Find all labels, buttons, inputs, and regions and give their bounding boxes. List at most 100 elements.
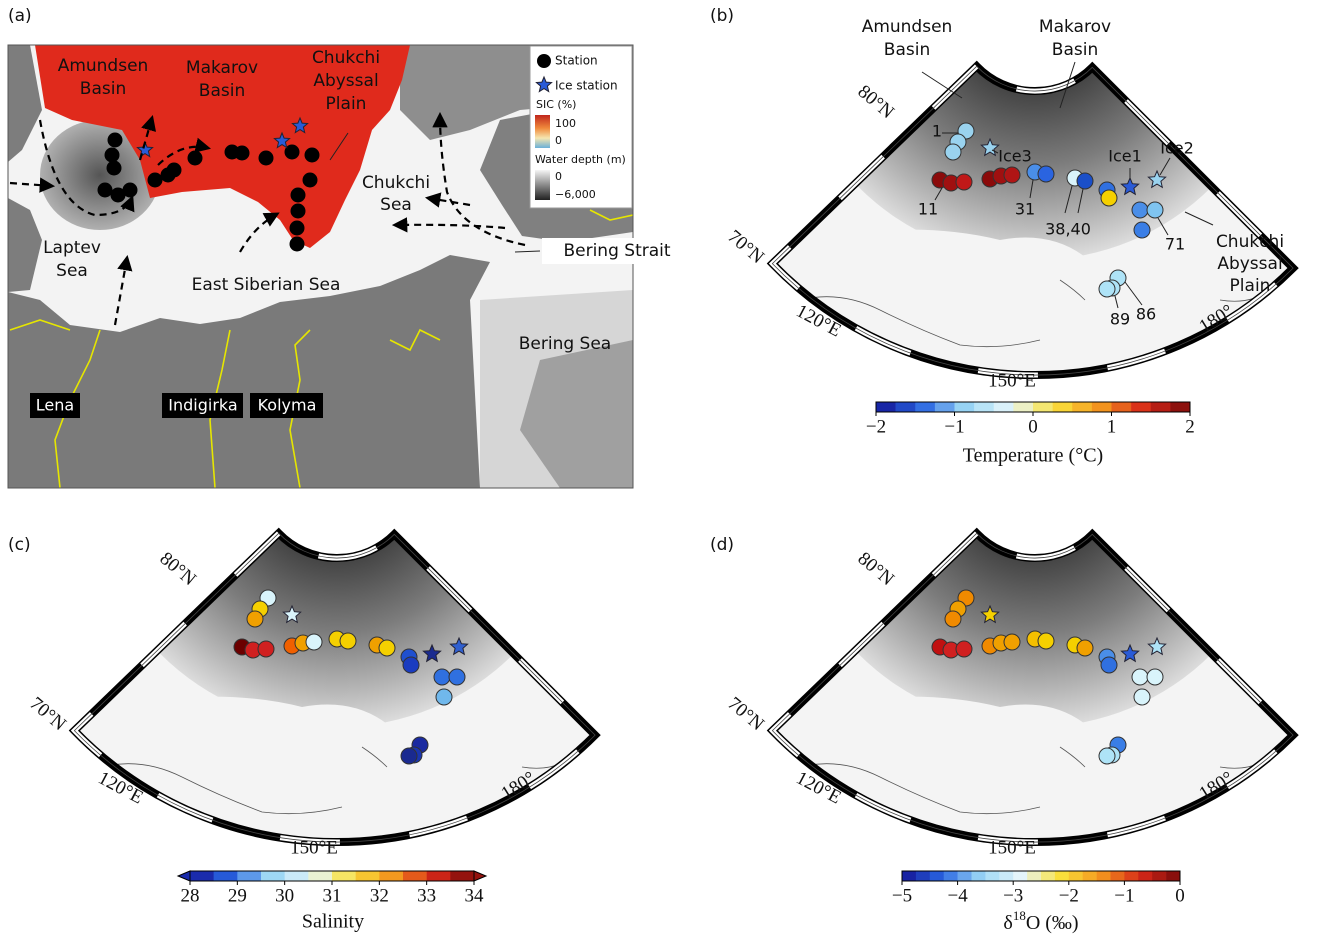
place-name: Bering Sea — [519, 334, 611, 354]
station-label: 71 — [1165, 235, 1185, 254]
sic-colorbar — [535, 115, 550, 148]
place-name: Amundsen — [58, 56, 149, 76]
station — [340, 633, 356, 649]
station — [259, 151, 274, 166]
place-name: Basin — [80, 79, 126, 99]
station — [291, 204, 306, 219]
lat-label: 70°N — [724, 226, 769, 268]
colorbar-cell — [994, 402, 1014, 412]
panel-label: (c) — [8, 535, 31, 555]
legend-title: Water depth (m) — [535, 153, 626, 166]
title-part: δ — [1003, 912, 1012, 934]
station — [188, 151, 203, 166]
station-label: 31 — [1015, 200, 1035, 219]
colorbar-arrow — [178, 871, 190, 881]
colorbar-cell — [214, 871, 238, 881]
colorbar-cell — [308, 871, 332, 881]
colorbar-cell — [916, 871, 930, 881]
station — [306, 634, 322, 650]
place-name: Plain — [326, 94, 367, 114]
river-name: Lena — [36, 396, 74, 415]
place-name: Chukchi — [1216, 232, 1284, 252]
station — [1038, 166, 1054, 182]
station-label: 38,40 — [1045, 220, 1091, 239]
lon-label: 150°E — [988, 370, 1036, 391]
legend-tick: 100 — [555, 117, 576, 130]
colorbar-title: Temperature (°C) — [963, 445, 1103, 467]
colorbar-tick-label: 33 — [417, 885, 436, 906]
station — [105, 148, 120, 163]
panel-label: (a) — [8, 6, 32, 26]
colorbar-cell — [1053, 402, 1073, 412]
colorbar-cell — [902, 871, 916, 881]
colorbar-tick-label: 34 — [465, 885, 485, 906]
station — [1099, 281, 1115, 297]
station-label: Ice2 — [1160, 139, 1194, 158]
station — [1134, 689, 1150, 705]
station — [379, 640, 395, 656]
colorbar-cell — [955, 402, 975, 412]
legend-text: Station — [555, 54, 598, 68]
station — [1147, 669, 1163, 685]
lon-label: 150°E — [988, 837, 1036, 858]
station — [1004, 634, 1020, 650]
station — [1101, 657, 1117, 673]
station — [1004, 167, 1020, 183]
colorbar-tick-label: 2 — [1185, 416, 1195, 437]
colorbar-cell — [1033, 402, 1053, 412]
station-label: 1 — [932, 122, 942, 141]
colorbar-tick-label: −5 — [892, 885, 912, 906]
place-name: Chukchi — [362, 173, 430, 193]
station — [1147, 202, 1163, 218]
station — [1134, 222, 1150, 238]
colorbar-cell — [1027, 871, 1041, 881]
station — [956, 174, 972, 190]
station — [945, 611, 961, 627]
colorbar-tick-label: 1 — [1107, 416, 1117, 437]
place-name: East Siberian Sea — [192, 275, 341, 295]
station — [449, 669, 465, 685]
colorbar-cell — [261, 871, 285, 881]
place-name: Abyssal — [1217, 254, 1282, 274]
colorbar-cell — [1013, 402, 1033, 412]
legend-title: SIC (%) — [536, 98, 576, 111]
station — [1077, 640, 1093, 656]
station — [98, 183, 113, 198]
figure: (a)AmundsenBasinMakarovBasinChukchiAbyss… — [0, 0, 1328, 938]
colorbar-tick-label: 0 — [1175, 885, 1185, 906]
colorbar-tick-label: 31 — [323, 885, 342, 906]
station — [107, 161, 122, 176]
colorbar-cell — [1152, 871, 1166, 881]
map-b: 80°N70°N120°E150°E180°AmundsenBasinMakar… — [724, 0, 1300, 400]
colorbar-cell — [958, 871, 972, 881]
station — [434, 669, 450, 685]
colorbar-cell — [876, 402, 896, 412]
station — [235, 146, 250, 161]
station — [290, 221, 305, 236]
station — [148, 173, 163, 188]
station — [108, 133, 123, 148]
lon-label: 150°E — [290, 837, 338, 858]
station-label: 86 — [1136, 305, 1156, 324]
colorbar-cell — [1069, 871, 1083, 881]
colorbar-cell — [972, 871, 986, 881]
colorbar-cell — [1083, 871, 1097, 881]
colorbar-cell — [1138, 871, 1152, 881]
legend-tick: −6,000 — [555, 188, 596, 201]
station — [1101, 190, 1117, 206]
station-label: 11 — [918, 200, 938, 219]
lat-label: 70°N — [26, 693, 71, 735]
place-name: Basin — [199, 81, 245, 101]
station — [290, 237, 305, 252]
colorbar-cell — [1124, 871, 1138, 881]
place-name: Makarov — [1039, 17, 1111, 37]
station — [403, 657, 419, 673]
colorbar-tick-label: −2 — [866, 416, 886, 437]
colorbar-tick-label: 28 — [181, 885, 200, 906]
panel-label: (d) — [710, 535, 734, 555]
colorbar-cell — [1131, 402, 1151, 412]
colorbar-cell — [1112, 402, 1132, 412]
station — [1132, 669, 1148, 685]
colorbar-cell — [1166, 871, 1180, 881]
station — [1099, 748, 1115, 764]
